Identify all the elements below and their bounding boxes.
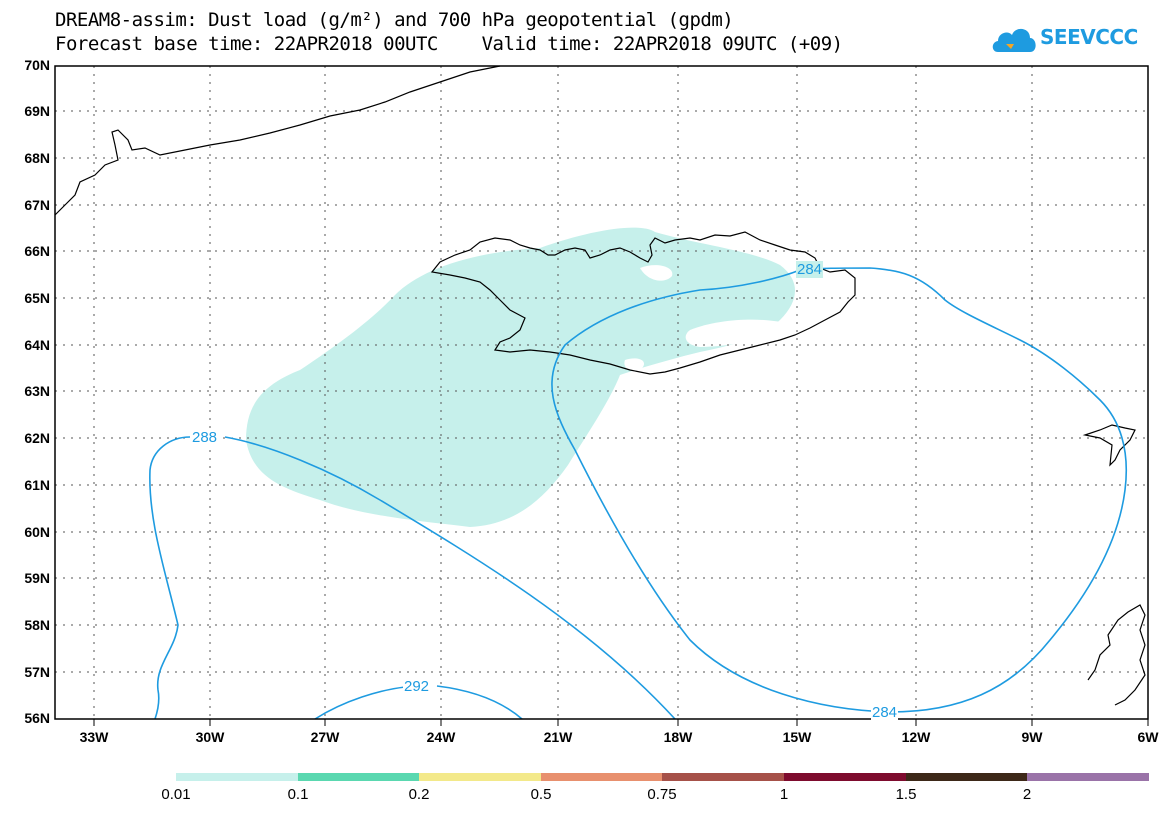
iceland-coast (430, 231, 856, 375)
greenland-coast (54, 65, 501, 216)
contour-label-284-bottom: 284 (871, 704, 899, 721)
colorbar-segment (662, 773, 784, 781)
dust-gap (624, 358, 645, 371)
dust-gap (685, 319, 780, 347)
lat-label: 57N (24, 664, 50, 680)
tick-marks (93, 719, 1149, 726)
lon-label: 21W (543, 729, 573, 745)
colorbar-label: 0.1 (287, 786, 309, 803)
colorbar-label: 0.5 (530, 786, 552, 803)
lat-label: 60N (24, 524, 50, 540)
seevccc-logo: SEEVCCC (990, 18, 1140, 60)
scotland-coast (1087, 604, 1146, 706)
lon-label: 18W (663, 729, 693, 745)
geopotential-contours (149, 267, 1128, 720)
contour-284 (551, 267, 1128, 713)
lat-label: 59N (24, 570, 50, 586)
contour-label-284-top: 284 (796, 261, 824, 278)
colorbar-segment (541, 773, 662, 781)
lon-label: 15W (782, 729, 812, 745)
lat-label: 62N (24, 430, 50, 446)
lon-label: 24W (426, 729, 456, 745)
faroe-coast (1082, 424, 1136, 467)
colorbar-segment (419, 773, 541, 781)
lat-label: 66N (24, 243, 50, 259)
plot-frame (54, 65, 1149, 720)
contour-288-b (224, 436, 676, 720)
colorbar-label: 2 (1022, 786, 1032, 803)
colorbar-segment (784, 773, 906, 781)
colorbar-segment (906, 773, 1027, 781)
lon-label: 6W (1137, 729, 1159, 745)
colorbar-label: 0.2 (408, 786, 430, 803)
contour-label-288: 288 (191, 429, 219, 446)
lat-label: 61N (24, 477, 50, 493)
cloud-icon (992, 28, 1036, 52)
coastlines (54, 65, 1146, 706)
colorbar-segment (1027, 773, 1149, 781)
dust-gap (640, 265, 673, 281)
colorbar-segment (298, 773, 419, 781)
lat-label: 64N (24, 337, 50, 353)
colorbar-segment (176, 773, 298, 781)
dust-area (246, 227, 795, 528)
logo-text: SEEVCCC (1040, 25, 1138, 49)
colorbar-label: 0.01 (161, 786, 191, 803)
contour-288 (149, 436, 191, 720)
lon-label: 27W (310, 729, 340, 745)
colorbar-label: 0.75 (647, 786, 677, 803)
chart-title: DREAM8-assim: Dust load (g/m²) and 700 h… (55, 9, 734, 31)
lon-label: 30W (195, 729, 225, 745)
lon-label: 12W (901, 729, 931, 745)
lat-label: 68N (24, 150, 50, 166)
lat-label: 63N (24, 383, 50, 399)
contour-292 (314, 685, 523, 720)
lat-label: 65N (24, 290, 50, 306)
lat-label: 70N (24, 57, 50, 73)
colorbar-label: 1 (779, 786, 789, 803)
lon-label: 33W (79, 729, 109, 745)
chart-subtitle: Forecast base time: 22APR2018 00UTC Vali… (55, 33, 843, 55)
grid-lines (55, 66, 1148, 719)
contour-label-292: 292 (403, 678, 431, 695)
lat-label: 69N (24, 103, 50, 119)
lat-label: 67N (24, 197, 50, 213)
lat-label: 56N (24, 710, 50, 726)
colorbar-label: 1.5 (895, 786, 917, 803)
lon-label: 9W (1021, 729, 1043, 745)
lat-label: 58N (24, 617, 50, 633)
